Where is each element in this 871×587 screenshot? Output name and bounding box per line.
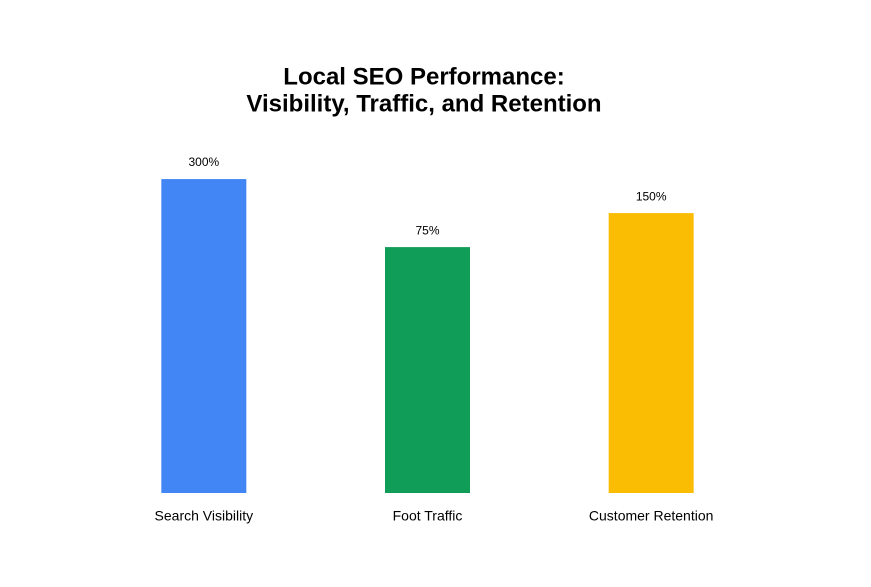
bar — [161, 179, 247, 493]
value-label: 75% — [415, 223, 439, 237]
x-tick-label: Search Visibility — [155, 508, 254, 524]
value-label: 300% — [188, 155, 219, 169]
chart-title: Visibility, Traffic, and Retention — [246, 90, 601, 117]
bar — [385, 247, 470, 493]
x-tick-label: Customer Retention — [589, 508, 714, 524]
value-label: 150% — [636, 189, 667, 203]
bar — [608, 213, 694, 493]
x-tick-label: Foot Traffic — [393, 508, 463, 524]
chart-title: Local SEO Performance: — [283, 63, 564, 90]
